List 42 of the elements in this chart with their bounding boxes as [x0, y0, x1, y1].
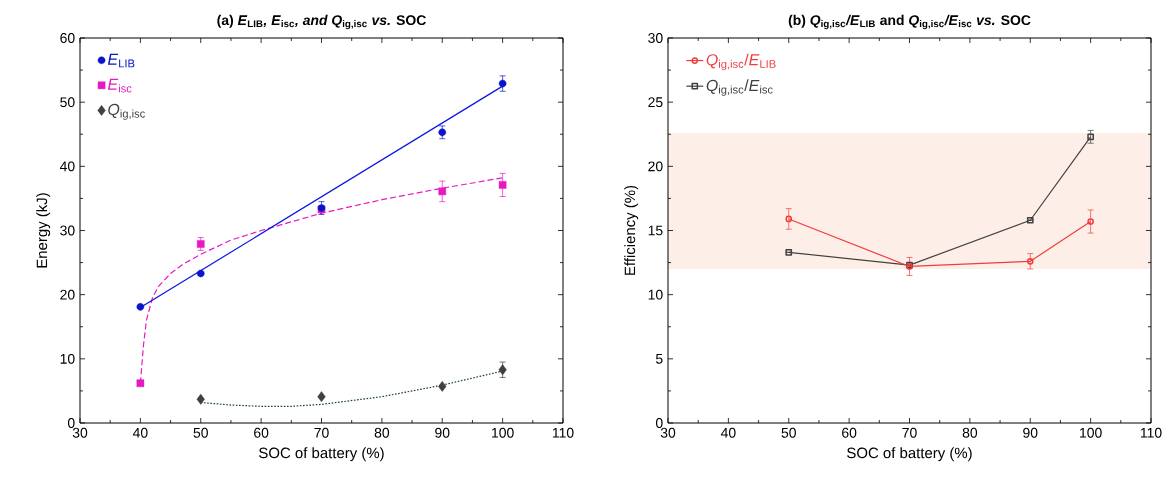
x-tick-label: 110	[1140, 427, 1162, 438]
x-tick-label: 50	[193, 427, 208, 438]
y-tick-label: 40	[59, 161, 75, 172]
y-tick-label: 5	[655, 353, 663, 364]
y-tick-label: 10	[60, 353, 75, 364]
x-tick-label: 80	[962, 427, 978, 438]
y-tick-label: 0	[655, 418, 663, 428]
x-axis-title: SOC of battery (%)	[847, 447, 972, 462]
x-tick-label: 70	[314, 427, 329, 438]
x-axis-title: SOC of battery (%)	[259, 447, 384, 462]
chart-title: (a) E$_{LIB}$, E$_{isc}$, and Q$_{ig,isc}$ vs. SOC	[217, 14, 426, 30]
x-tick-label: 30	[72, 427, 88, 438]
y-axis-title: Efficiency (%)	[624, 185, 639, 275]
y-tick-label: 30	[648, 33, 663, 43]
y-tick-label: 30	[60, 225, 75, 236]
x-tick-label: 90	[435, 427, 450, 438]
chart-title: (b) Q$_{ig,isc}$/E$_{LIB}$ and Q$_{ig,isc}$/E$_{isc}$ vs. SOC	[788, 14, 1031, 30]
x-tick-label: 60	[254, 427, 269, 438]
legend-label: E$_{isc}$	[107, 78, 132, 93]
y-tick-label: 0	[67, 418, 75, 428]
y-tick-label: 10	[648, 289, 663, 300]
y-tick-label: 20	[648, 161, 663, 172]
legend-label: Q$_{ig,isc}$	[108, 103, 145, 120]
legend-label: E$_{LIB}$	[107, 53, 135, 68]
legend-label: Q$_{ig,isc}$/E$_{LIB}$	[706, 53, 776, 71]
y-tick-label: 15	[648, 225, 663, 236]
x-tick-label: 80	[374, 427, 390, 438]
x-tick-label: 60	[842, 427, 857, 438]
legend-label: Q$_{ig,isc}$/E$_{isc}$	[706, 79, 773, 96]
x-tick-label: 100	[1080, 427, 1102, 438]
y-axis-title: Energy (kJ)	[36, 193, 51, 268]
y-tick-label: 60	[60, 33, 75, 43]
y-tick-label: 50	[60, 97, 75, 108]
y-tick-label: 25	[648, 97, 663, 108]
x-tick-label: 50	[781, 427, 796, 438]
x-tick-label: 40	[720, 427, 736, 438]
x-tick-label: 100	[492, 427, 514, 438]
x-tick-label: 40	[132, 427, 148, 438]
y-tick-label: 20	[60, 289, 75, 300]
x-tick-label: 90	[1023, 427, 1038, 438]
x-tick-label: 110	[552, 427, 574, 438]
x-tick-label: 70	[902, 427, 917, 438]
